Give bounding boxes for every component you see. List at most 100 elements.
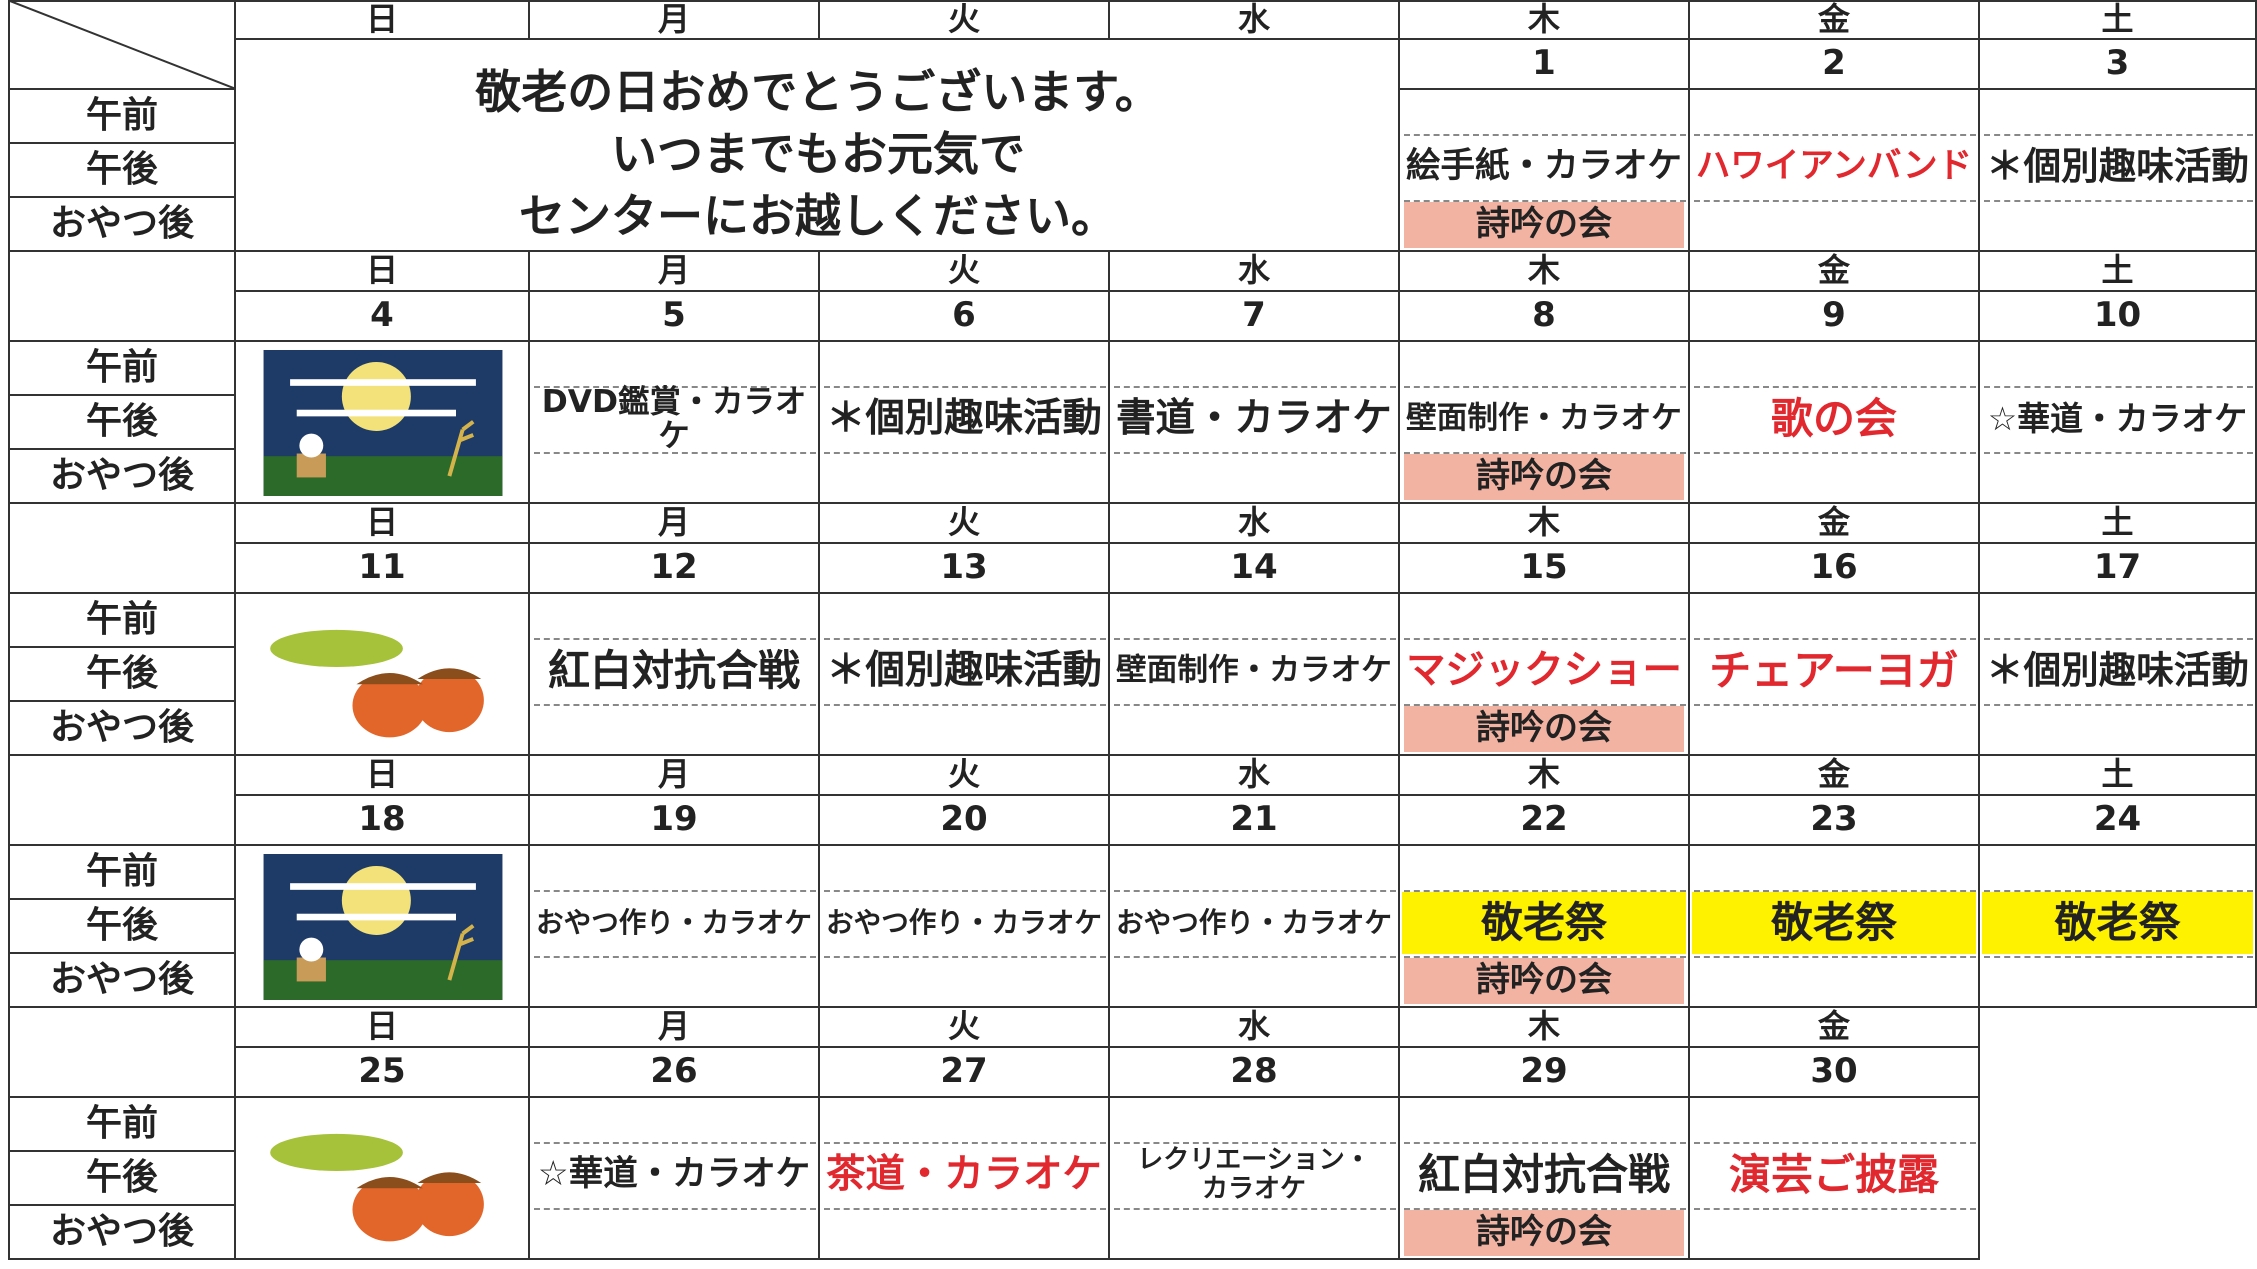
date: 7 (1110, 292, 1400, 342)
dashed-divider (1694, 200, 1976, 202)
dashed-divider (1114, 1142, 1396, 1144)
date: 9 (1690, 292, 1980, 342)
activity: DVD鑑賞・カラオケ (541, 383, 807, 454)
weekday: 火 (820, 252, 1110, 292)
period-label: 午前 (8, 1098, 236, 1152)
activity: ＊個別趣味活動 (826, 647, 1102, 694)
weekday: 月 (530, 504, 820, 544)
activity: 敬老祭 (1982, 892, 2253, 954)
activity-cell (1110, 846, 1400, 1008)
period-label: おやつ後 (8, 954, 236, 1008)
period-label: 午後 (8, 396, 236, 450)
weekday: 月 (530, 1008, 820, 1048)
message-line: 敬老の日おめでとうございます。 (475, 64, 1161, 119)
dashed-divider (824, 1208, 1106, 1210)
weekday: 月 (530, 0, 820, 40)
dashed-divider (824, 386, 1106, 388)
period-label: 午後 (8, 144, 236, 198)
activity-cell (1400, 342, 1690, 504)
activity: 壁面制作・カラオケ (1406, 401, 1682, 437)
weekday: 水 (1110, 252, 1400, 292)
dashed-divider (1404, 452, 1686, 454)
dashed-divider (1694, 386, 1976, 388)
activity: ☆華道・カラオケ (537, 1154, 811, 1195)
dashed-divider (1404, 1142, 1686, 1144)
activity: ハワイアンバンド (1695, 146, 1973, 187)
date: 6 (820, 292, 1110, 342)
period-label: 午前 (8, 846, 236, 900)
dashed-divider (534, 386, 816, 388)
dashed-divider (534, 890, 816, 892)
dashed-divider (1114, 890, 1396, 892)
activity-cell (530, 342, 820, 504)
weekday: 金 (1690, 756, 1980, 796)
dashed-divider (1404, 134, 1686, 136)
activity-cell (1980, 90, 2257, 252)
activity-cell (1690, 846, 1980, 1008)
dashed-divider (534, 956, 816, 958)
period-label: 午前 (8, 342, 236, 396)
activity: おやつ作り・カラオケ (1116, 905, 1392, 939)
activity-cell (1980, 342, 2257, 504)
diagonal (10, 1, 234, 89)
dashed-divider (1984, 890, 2253, 892)
label-header (8, 1008, 236, 1098)
moon-illustration (263, 854, 503, 1000)
activity: 演芸ご披露 (1728, 1149, 1939, 1199)
message-box (236, 40, 1400, 252)
activity: 茶道・カラオケ (826, 1151, 1102, 1198)
dashed-divider (1694, 134, 1976, 136)
dashed-divider (824, 890, 1106, 892)
period-label: 午前 (8, 90, 236, 144)
weekday: 日 (236, 756, 530, 796)
activity: おやつ作り・カラオケ (536, 905, 812, 939)
illustration (248, 1106, 518, 1252)
period-label: 午後 (8, 648, 236, 702)
dashed-divider (1114, 452, 1396, 454)
dashed-divider (1404, 704, 1686, 706)
dashed-divider (824, 956, 1106, 958)
weekday: 火 (820, 504, 1110, 544)
activity: ＊個別趣味活動 (1986, 648, 2249, 693)
weekday: 日 (236, 504, 530, 544)
label-header (8, 0, 236, 90)
activity-cell (1690, 90, 1980, 252)
period-label: おやつ後 (8, 198, 236, 252)
dashed-divider (1984, 956, 2253, 958)
date: 29 (1400, 1048, 1690, 1098)
dashed-divider (534, 638, 816, 640)
activity-extra: 詩吟の会 (1404, 706, 1684, 752)
activity: おやつ作り・カラオケ (826, 905, 1102, 939)
dashed-divider (1694, 704, 1976, 706)
activity-cell (820, 1098, 1110, 1260)
dashed-divider (534, 1208, 816, 1210)
dashed-divider (1114, 956, 1396, 958)
date: 17 (1980, 544, 2257, 594)
illustration (248, 350, 518, 496)
weekday: 金 (1690, 504, 1980, 544)
dashed-divider (1404, 956, 1686, 958)
date: 10 (1980, 292, 2257, 342)
activity-cell (1400, 1098, 1690, 1260)
dashed-divider (1404, 386, 1686, 388)
weekday: 月 (530, 252, 820, 292)
dashed-divider (1984, 638, 2253, 640)
dashed-divider (824, 1142, 1106, 1144)
dashed-divider (1984, 200, 2253, 202)
period-label: 午前 (8, 594, 236, 648)
date: 18 (236, 796, 530, 846)
dashed-divider (1694, 890, 1976, 892)
dashed-divider (534, 1142, 816, 1144)
activity-cell (530, 1098, 820, 1260)
date: 4 (236, 292, 530, 342)
date: 22 (1400, 796, 1690, 846)
illustration (248, 602, 518, 748)
date: 15 (1400, 544, 1690, 594)
activity: 絵手紙・カラオケ (1406, 146, 1682, 187)
dashed-divider (1984, 704, 2253, 706)
date: 12 (530, 544, 820, 594)
weekday: 水 (1110, 0, 1400, 40)
dashed-divider (1694, 1142, 1976, 1144)
weekday: 木 (1400, 252, 1690, 292)
dashed-divider (1984, 134, 2253, 136)
